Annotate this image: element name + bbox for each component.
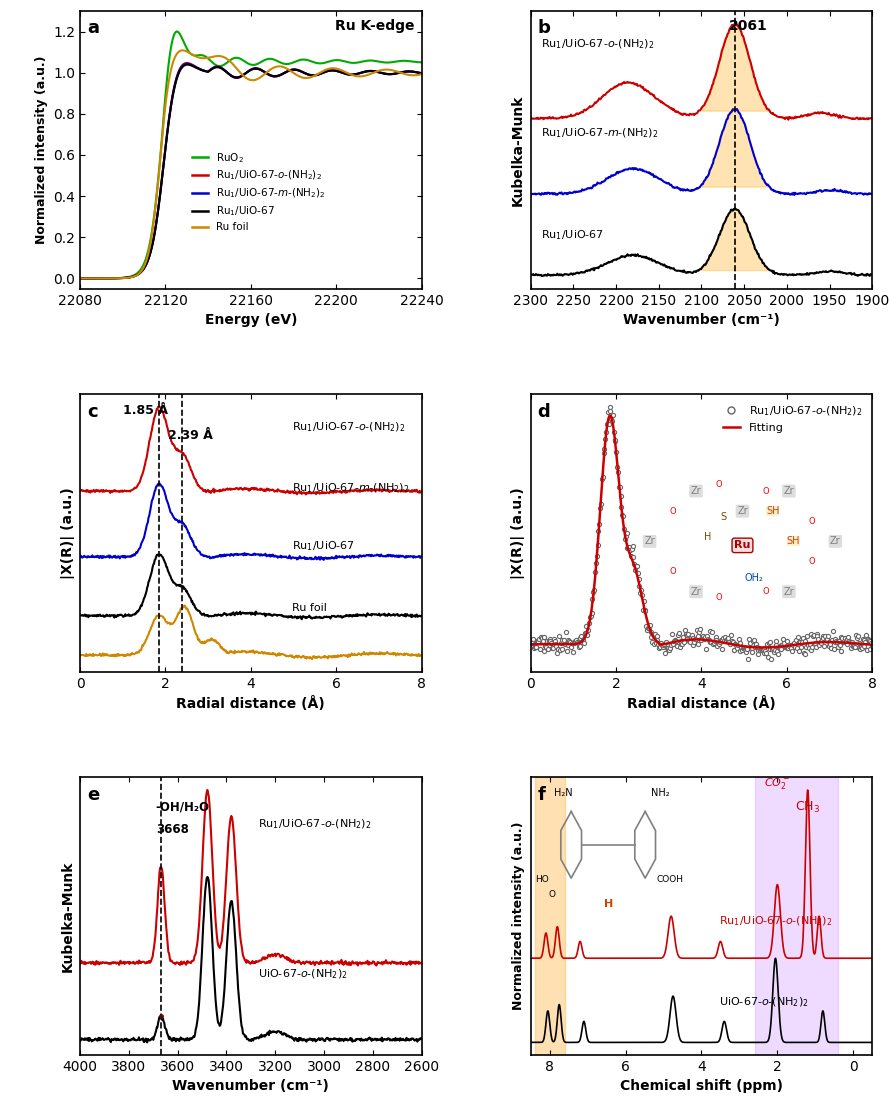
Text: -OH/H₂O: -OH/H₂O — [156, 801, 210, 813]
X-axis label: Chemical shift (ppm): Chemical shift (ppm) — [620, 1079, 783, 1094]
Text: Ru foil: Ru foil — [292, 602, 327, 613]
Text: $\mathregular{Ru_1}$/UiO-67-$o$-(NH$_2$)$_2$: $\mathregular{Ru_1}$/UiO-67-$o$-(NH$_2$)… — [292, 421, 405, 434]
Text: 2061: 2061 — [729, 20, 767, 33]
X-axis label: Energy (eV): Energy (eV) — [205, 313, 297, 328]
X-axis label: Wavenumber (cm⁻¹): Wavenumber (cm⁻¹) — [173, 1079, 329, 1094]
Y-axis label: Normalized intensity (a.u.): Normalized intensity (a.u.) — [35, 56, 48, 244]
X-axis label: Wavenumber (cm⁻¹): Wavenumber (cm⁻¹) — [623, 313, 780, 328]
Text: $\mathregular{Ru_1}$/UiO-67-$o$-(NH$_2$)$_2$: $\mathregular{Ru_1}$/UiO-67-$o$-(NH$_2$)… — [541, 37, 654, 51]
Text: 1.85 Å: 1.85 Å — [123, 403, 168, 417]
Text: c: c — [87, 402, 98, 421]
Text: 2.39 Å: 2.39 Å — [167, 429, 213, 442]
Text: 3668: 3668 — [156, 823, 189, 836]
Text: CO$_2^-$: CO$_2^-$ — [765, 776, 790, 790]
Text: b: b — [538, 20, 551, 37]
Text: UiO-67-$o$-(NH$_2$)$_2$: UiO-67-$o$-(NH$_2$)$_2$ — [257, 967, 347, 981]
Text: CH$_3$: CH$_3$ — [795, 800, 821, 814]
Text: a: a — [87, 20, 99, 37]
Text: $\mathregular{Ru_1}$/UiO-67-$m$-(NH$_2$)$_2$: $\mathregular{Ru_1}$/UiO-67-$m$-(NH$_2$)… — [292, 481, 409, 496]
Y-axis label: |X(R)| (a.u.): |X(R)| (a.u.) — [61, 487, 75, 579]
X-axis label: Radial distance (Å): Radial distance (Å) — [176, 697, 325, 711]
Text: UiO-67-$o$-(NH$_2$)$_2$: UiO-67-$o$-(NH$_2$)$_2$ — [718, 996, 808, 1009]
Bar — [535, 777, 565, 1055]
Y-axis label: |X(R)| (a.u.): |X(R)| (a.u.) — [511, 487, 525, 579]
Text: d: d — [538, 402, 550, 421]
Y-axis label: Normalized intensity (a.u.): Normalized intensity (a.u.) — [513, 822, 525, 1010]
X-axis label: Radial distance (Å): Radial distance (Å) — [627, 697, 776, 711]
Text: f: f — [538, 786, 546, 803]
Text: $\mathregular{Ru_1}$/UiO-67-$o$-(NH$_2$)$_2$: $\mathregular{Ru_1}$/UiO-67-$o$-(NH$_2$)… — [257, 818, 371, 831]
Legend: $\mathregular{RuO_2}$, $\mathregular{Ru_1}$/UiO-67-$o$-(NH$_2$)$_2$, $\mathregul: $\mathregular{RuO_2}$, $\mathregular{Ru_… — [188, 146, 330, 236]
Text: e: e — [87, 786, 99, 803]
Text: $\mathregular{Ru_1}$/UiO-67: $\mathregular{Ru_1}$/UiO-67 — [292, 540, 355, 554]
Text: $\mathregular{Ru_1}$/UiO-67: $\mathregular{Ru_1}$/UiO-67 — [541, 229, 604, 243]
Text: Ru K-edge: Ru K-edge — [336, 20, 415, 33]
Legend: $\mathregular{Ru_1}$/UiO-67-$o$-(NH$_2$)$_2$, Fitting: $\mathregular{Ru_1}$/UiO-67-$o$-(NH$_2$)… — [719, 400, 867, 437]
Y-axis label: Kubelka-Munk: Kubelka-Munk — [511, 95, 525, 206]
Bar — [755, 777, 838, 1055]
Text: $\mathregular{Ru_1}$/UiO-67-$m$-(NH$_2$)$_2$: $\mathregular{Ru_1}$/UiO-67-$m$-(NH$_2$)… — [541, 126, 659, 140]
Y-axis label: Kubelka-Munk: Kubelka-Munk — [61, 861, 75, 972]
Text: $\mathregular{Ru_1}$/UiO-67-$o$-(NH$_2$)$_2$: $\mathregular{Ru_1}$/UiO-67-$o$-(NH$_2$)… — [718, 914, 832, 929]
